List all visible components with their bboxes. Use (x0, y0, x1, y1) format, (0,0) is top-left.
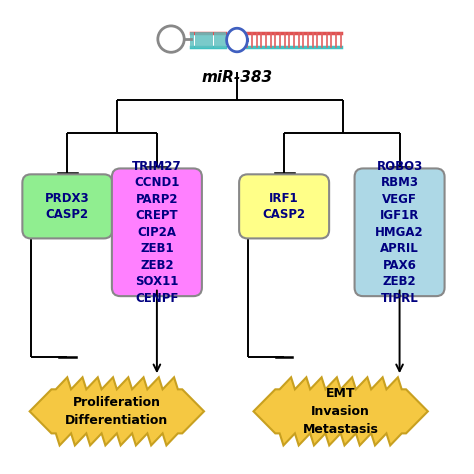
Text: PRDX3
CASP2: PRDX3 CASP2 (45, 191, 90, 221)
Text: ROBO3
RBM3
VEGF
IGF1R
HMGA2
APRIL
PAX6
ZEB2
TIPRL: ROBO3 RBM3 VEGF IGF1R HMGA2 APRIL PAX6 Z… (375, 160, 424, 305)
Text: IRF1
CASP2: IRF1 CASP2 (263, 191, 306, 221)
Text: TRIM27
CCND1
PARP2
CREPT
CIP2A
ZEB1
ZEB2
SOX11
CENPF: TRIM27 CCND1 PARP2 CREPT CIP2A ZEB1 ZEB2… (132, 160, 182, 305)
Polygon shape (30, 377, 204, 446)
FancyBboxPatch shape (239, 174, 329, 238)
FancyBboxPatch shape (112, 168, 202, 296)
Text: miR-383: miR-383 (201, 70, 273, 85)
Text: Proliferation
Differentiation: Proliferation Differentiation (65, 396, 168, 427)
Text: EMT
Invasion
Metastasis: EMT Invasion Metastasis (303, 387, 379, 436)
FancyBboxPatch shape (22, 174, 112, 238)
Polygon shape (254, 377, 428, 446)
FancyBboxPatch shape (355, 168, 445, 296)
